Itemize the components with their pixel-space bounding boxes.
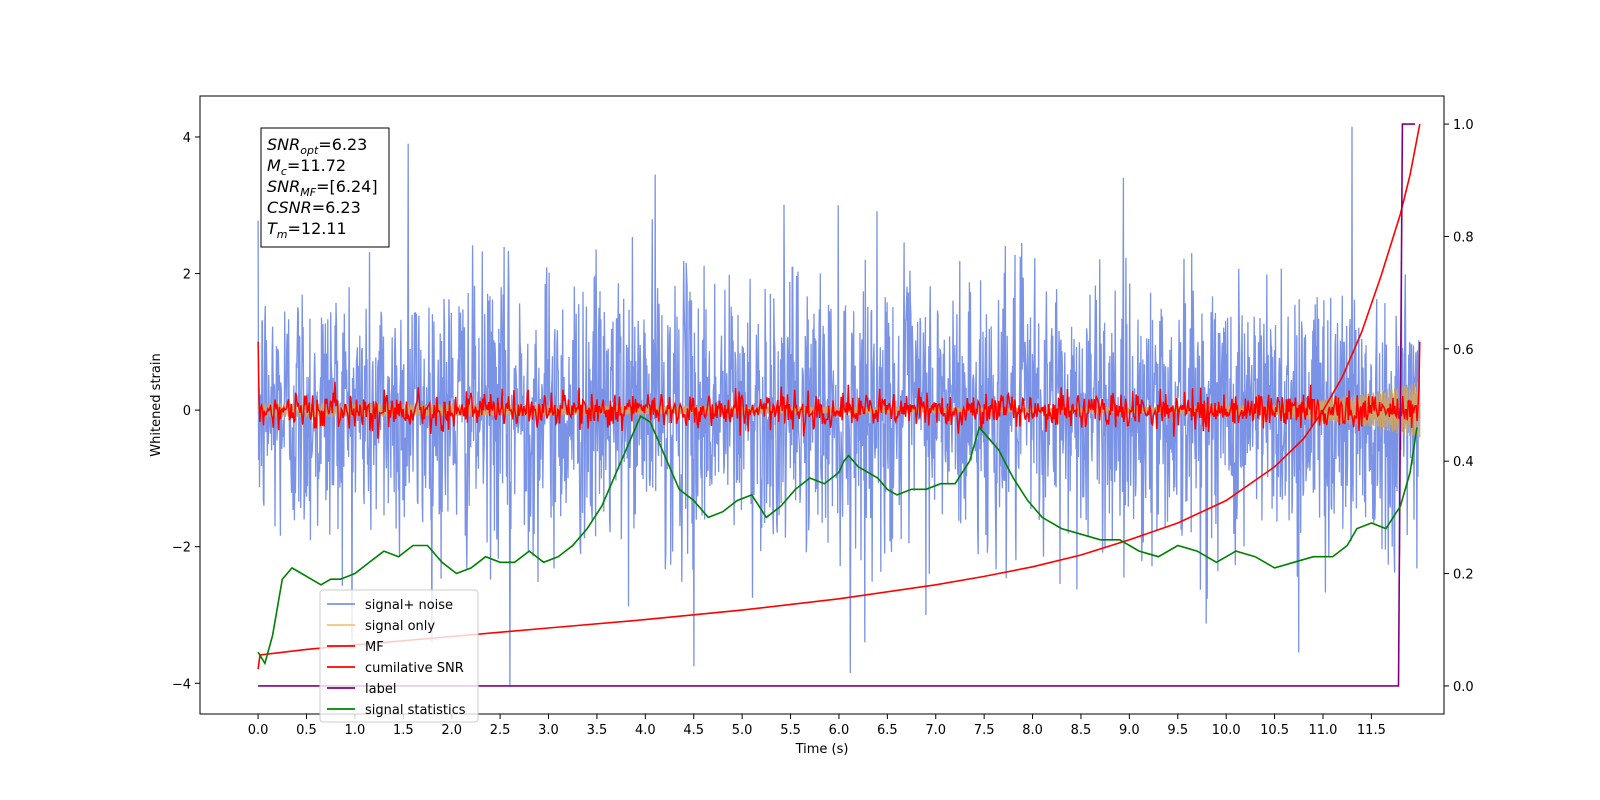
x-tick-label: 5.0 bbox=[732, 723, 753, 738]
stats-line: CSNR=6.23 bbox=[267, 198, 361, 217]
y-tick-label: −2 bbox=[172, 541, 191, 556]
x-tick-label: 8.5 bbox=[1071, 723, 1092, 738]
x-tick-label: 11.5 bbox=[1357, 723, 1386, 738]
stats-box: SNRopt=6.23Mc=11.72SNRMF=[6.24]CSNR=6.23… bbox=[260, 127, 390, 248]
x-tick-label: 6.0 bbox=[829, 723, 850, 738]
mf-series bbox=[257, 341, 1421, 439]
stats-value: =12.11 bbox=[288, 219, 347, 238]
legend-label: MF bbox=[365, 640, 384, 655]
stats-symbol: SNR bbox=[267, 177, 300, 196]
y2-tick-label: 0.0 bbox=[1453, 680, 1474, 695]
stats-subscript: m bbox=[277, 228, 288, 241]
x-tick-label: 1.5 bbox=[393, 723, 414, 738]
stats-symbol: SNR bbox=[267, 135, 300, 154]
axis-layer: 0.0 0.5 1.0 1.5 2.0 2.5 3.0 3.5 4.0 4.5 5.0 5.5 6.0 6… bbox=[172, 118, 1474, 738]
y2-tick-label: 0.2 bbox=[1453, 568, 1474, 583]
y2-tick-label: 0.6 bbox=[1453, 343, 1474, 358]
signal-statistics-series bbox=[257, 415, 1418, 666]
x-tick-label: 1.0 bbox=[345, 723, 366, 738]
x-tick-label: 8.0 bbox=[1022, 723, 1043, 738]
x-tick-label: 2.5 bbox=[490, 723, 511, 738]
y-tick-label: 0 bbox=[183, 404, 191, 419]
stats-line: Mc=11.72 bbox=[267, 156, 346, 178]
stats-value: =6.23 bbox=[312, 198, 361, 217]
x-tick-label: 9.0 bbox=[1119, 723, 1140, 738]
stats-value: =[6.24] bbox=[316, 177, 378, 196]
legend: signal+ noise signal only MF cumilative SNR… bbox=[319, 589, 479, 723]
stats-symbol: M bbox=[267, 156, 281, 175]
stats-value: =11.72 bbox=[287, 156, 346, 175]
x-tick-label: 0.5 bbox=[296, 723, 317, 738]
plot-frame bbox=[199, 95, 1445, 715]
y-tick-label: 4 bbox=[183, 131, 191, 146]
x-tick-label: 3.5 bbox=[587, 723, 608, 738]
x-axis-label: Time (s) bbox=[795, 742, 849, 757]
stats-subscript: opt bbox=[300, 144, 319, 157]
x-tick-label: 10.0 bbox=[1212, 723, 1241, 738]
x-tick-label: 0.0 bbox=[248, 723, 269, 738]
label-series bbox=[258, 123, 1415, 687]
stats-symbol: CSNR bbox=[267, 198, 312, 217]
x-tick-label: 4.5 bbox=[683, 723, 704, 738]
x-tick-label: 9.5 bbox=[1167, 723, 1188, 738]
y2-tick-label: 1.0 bbox=[1453, 118, 1474, 133]
legend-label: cumilative SNR bbox=[365, 661, 464, 676]
stats-subscript: MF bbox=[300, 186, 316, 199]
y2-tick-label: 0.4 bbox=[1453, 455, 1474, 470]
x-tick-label: 7.0 bbox=[925, 723, 946, 738]
legend-label: label bbox=[365, 682, 396, 697]
stats-symbol: T bbox=[267, 219, 278, 238]
stats-line: SNRMF=[6.24] bbox=[267, 177, 378, 199]
x-tick-label: 4.0 bbox=[635, 723, 656, 738]
legend-label: signal only bbox=[365, 619, 435, 634]
x-tick-label: 3.0 bbox=[538, 723, 559, 738]
legend-label: signal+ noise bbox=[365, 598, 453, 613]
x-tick-label: 10.5 bbox=[1260, 723, 1289, 738]
y-tick-label: −4 bbox=[172, 677, 191, 692]
stats-value: =6.23 bbox=[318, 135, 367, 154]
signal-noise-series bbox=[257, 126, 1421, 687]
x-tick-label: 7.5 bbox=[974, 723, 995, 738]
legend-label: signal statistics bbox=[365, 703, 466, 718]
y2-tick-label: 0.8 bbox=[1453, 230, 1474, 245]
x-tick-label: 5.5 bbox=[780, 723, 801, 738]
stats-line: SNRopt=6.23 bbox=[267, 135, 367, 157]
y-axis-label: Whitened strain bbox=[149, 353, 164, 456]
y-tick-label: 2 bbox=[183, 268, 191, 283]
x-tick-label: 2.0 bbox=[441, 723, 462, 738]
legend-frame bbox=[319, 589, 479, 723]
stats-box-frame bbox=[260, 127, 390, 248]
stats-line: Tm=12.11 bbox=[267, 219, 347, 241]
x-tick-label: 6.5 bbox=[877, 723, 898, 738]
x-tick-label: 11.0 bbox=[1309, 723, 1338, 738]
stats-subscript: c bbox=[281, 165, 287, 178]
